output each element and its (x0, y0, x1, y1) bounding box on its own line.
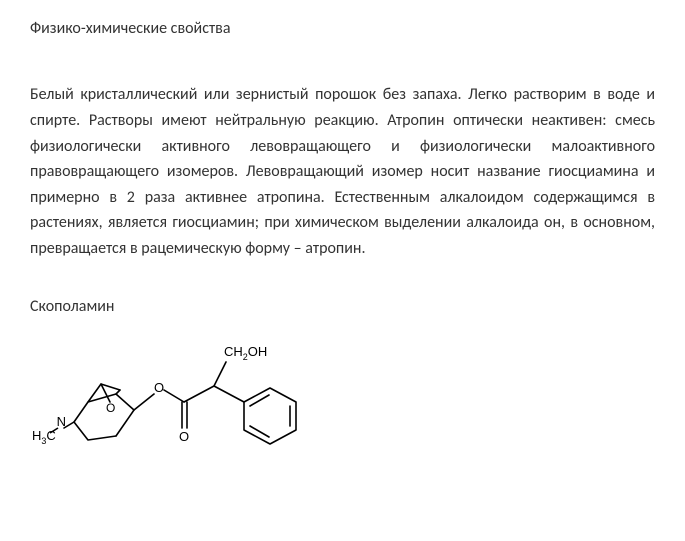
bridge-oxygen-label: O (106, 401, 115, 415)
document-page: Физико-химические свойства Белый кристал… (0, 0, 685, 476)
ester-oxygen-label: O (154, 380, 164, 395)
ch2oh-label: CH2OH (224, 344, 267, 362)
section-heading: Физико-химические свойства (30, 18, 655, 40)
carbonyl-oxygen-label: O (179, 429, 189, 444)
body-paragraph: Белый кристаллический или зернистый поро… (30, 82, 655, 261)
nitrogen-label: N (57, 414, 66, 429)
chemical-structure-diagram: CH2OH O O O N H3C (26, 336, 326, 466)
compound-name: Скополамин (30, 296, 655, 318)
